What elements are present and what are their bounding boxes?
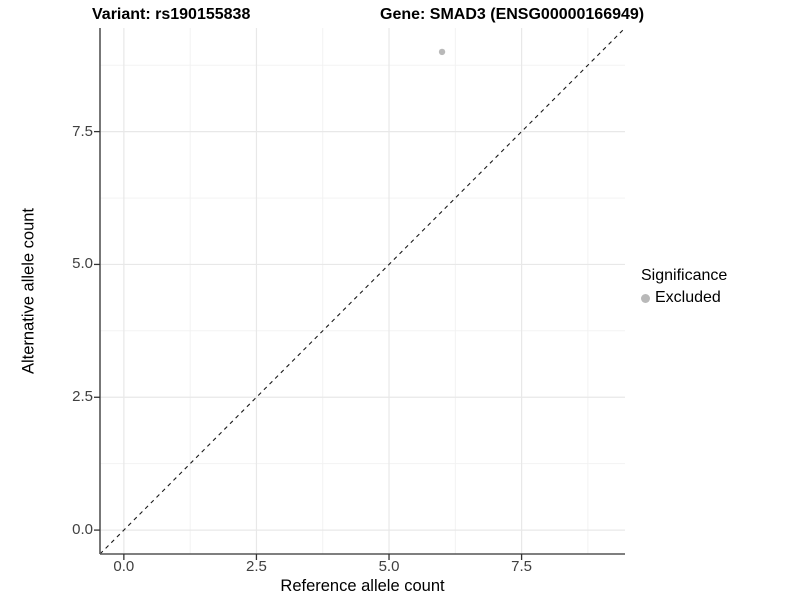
legend-key-dot-icon	[641, 293, 650, 303]
legend: Significance Excluded	[641, 266, 727, 307]
x-tick-label: 2.5	[246, 558, 267, 575]
legend-item-excluded: Excluded	[641, 289, 727, 307]
legend-item-label: Excluded	[655, 289, 721, 306]
plot-panel	[94, 27, 626, 560]
plot-title: Variant: rs190155838 Gene: SMAD3 (ENSG00…	[0, 6, 800, 26]
y-tick-label: 2.5	[72, 388, 93, 406]
x-axis-title: Reference allele count	[280, 577, 445, 595]
legend-title: Significance	[641, 267, 728, 284]
y-tick-label: 0.0	[72, 521, 93, 539]
x-tick-label: 5.0	[378, 558, 400, 575]
y-tick-label: 7.5	[72, 122, 93, 140]
identity-reference-line	[99, 27, 626, 555]
data-point-excluded	[438, 48, 446, 56]
x-tick-label: 0.0	[113, 558, 135, 575]
y-tick-label: 5.0	[72, 255, 93, 273]
x-tick-label: 7.5	[511, 558, 532, 575]
plot-title-variant: Variant: rs190155838	[92, 6, 251, 23]
plot-title-gene: Gene: SMAD3 (ENSG00000166949)	[380, 6, 645, 23]
y-axis-title: Alternative allele count	[19, 207, 38, 375]
